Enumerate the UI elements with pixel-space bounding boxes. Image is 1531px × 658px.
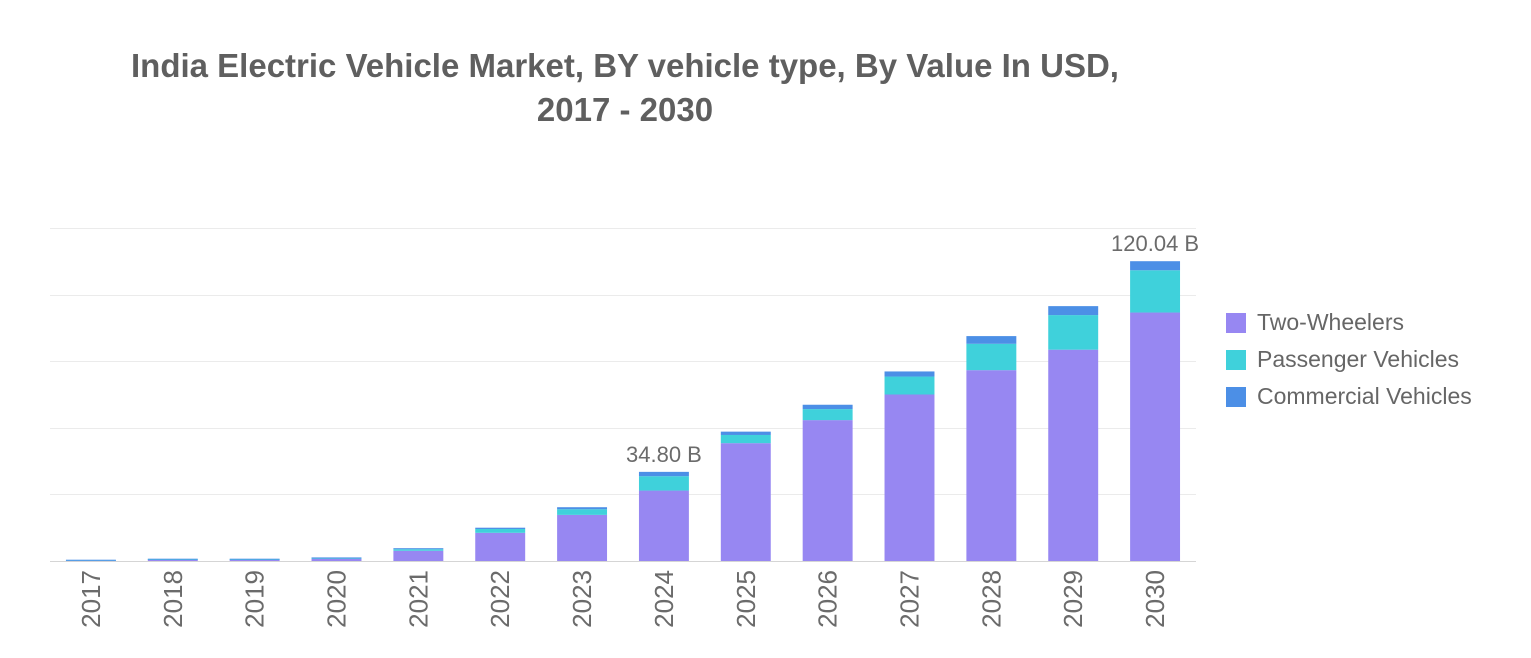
bar-segment-two-wheelers[interactable]: [229, 559, 280, 561]
bar-segment-two-wheelers[interactable]: [147, 559, 198, 561]
bar-segment-commercial-vehicles[interactable]: [311, 557, 362, 559]
bar-segment-two-wheelers[interactable]: [720, 443, 771, 561]
bar-segment-two-wheelers[interactable]: [802, 420, 853, 561]
bar-segment-commercial-vehicles[interactable]: [1130, 261, 1181, 271]
bar-segment-commercial-vehicles[interactable]: [475, 527, 526, 529]
bar-segment-two-wheelers[interactable]: [311, 558, 362, 561]
legend-swatch-commercial-vehicles: [1226, 386, 1246, 407]
bar-segment-two-wheelers[interactable]: [966, 370, 1017, 561]
bar-segment-commercial-vehicles[interactable]: [393, 548, 444, 550]
x-tick-label: 2025: [731, 570, 761, 628]
bar-segment-passenger-vehicles[interactable]: [966, 343, 1017, 371]
bar-segment-passenger-vehicles[interactable]: [1048, 315, 1099, 350]
x-tick-label: 2017: [76, 570, 106, 628]
x-tick-label: 2022: [485, 570, 515, 628]
bar-segment-passenger-vehicles[interactable]: [638, 476, 689, 491]
x-tick-label: 2019: [240, 570, 270, 628]
bar-segment-passenger-vehicles[interactable]: [393, 549, 444, 551]
x-tick-label: 2026: [813, 570, 843, 628]
bar-segment-two-wheelers[interactable]: [475, 532, 526, 561]
bar-segment-passenger-vehicles[interactable]: [1130, 270, 1181, 313]
legend-item-two-wheelers[interactable]: Two-Wheelers: [1226, 304, 1472, 341]
x-tick-label: 2020: [322, 570, 352, 628]
bar-segment-two-wheelers[interactable]: [557, 514, 608, 561]
bar-segment-passenger-vehicles[interactable]: [311, 557, 362, 559]
bar-segment-commercial-vehicles[interactable]: [147, 558, 198, 560]
x-tick-label: 2027: [895, 570, 925, 628]
bar-segment-two-wheelers[interactable]: [393, 550, 444, 561]
legend-label-passenger-vehicles: Passenger Vehicles: [1257, 346, 1460, 372]
bar-segment-passenger-vehicles[interactable]: [802, 409, 853, 421]
x-tick-label: 2021: [403, 570, 433, 628]
bar-segment-commercial-vehicles[interactable]: [802, 404, 853, 410]
x-tick-label: 2028: [976, 570, 1006, 628]
legend-label-commercial-vehicles: Commercial Vehicles: [1257, 383, 1472, 409]
bar-segment-commercial-vehicles[interactable]: [1048, 306, 1099, 316]
bar-segment-commercial-vehicles[interactable]: [229, 558, 280, 560]
bar-segment-two-wheelers[interactable]: [884, 394, 935, 562]
bar-segment-two-wheelers[interactable]: [1130, 312, 1181, 561]
legend-item-commercial-vehicles[interactable]: Commercial Vehicles: [1226, 378, 1472, 415]
legend-item-passenger-vehicles[interactable]: Passenger Vehicles: [1226, 341, 1472, 378]
x-tick-label: 2023: [567, 570, 597, 628]
chart-legend: Two-Wheelers Passenger Vehicles Commerci…: [1226, 304, 1472, 415]
chart-title-line2: 2017 - 2030: [536, 91, 714, 128]
chart-title-line1: India Electric Vehicle Market, BY vehicl…: [131, 47, 1119, 84]
bar-segment-commercial-vehicles[interactable]: [884, 371, 935, 377]
legend-label-two-wheelers: Two-Wheelers: [1257, 309, 1404, 335]
data-label: 120.04 B: [1111, 231, 1199, 256]
bar-segment-commercial-vehicles[interactable]: [966, 336, 1017, 344]
bar-segment-two-wheelers[interactable]: [1048, 349, 1099, 561]
bar-segment-commercial-vehicles[interactable]: [65, 559, 116, 561]
legend-swatch-two-wheelers: [1226, 312, 1246, 333]
x-tick-label: 2029: [1058, 570, 1088, 628]
bar-segment-two-wheelers[interactable]: [638, 490, 689, 561]
bar-segment-passenger-vehicles[interactable]: [884, 376, 935, 395]
bar-segment-passenger-vehicles[interactable]: [720, 434, 771, 444]
x-tick-label: 2024: [649, 570, 679, 628]
data-label: 34.80 B: [626, 442, 702, 467]
bar-segment-commercial-vehicles[interactable]: [720, 431, 771, 435]
bar-segment-passenger-vehicles[interactable]: [557, 509, 608, 515]
bar-segment-passenger-vehicles[interactable]: [475, 528, 526, 533]
x-tick-label: 2030: [1140, 570, 1170, 628]
bar-segment-commercial-vehicles[interactable]: [557, 507, 608, 510]
chart-title: India Electric Vehicle Market, BY vehicl…: [60, 44, 1190, 132]
x-tick-label: 2018: [158, 570, 188, 628]
bar-segment-commercial-vehicles[interactable]: [638, 471, 689, 477]
legend-swatch-passenger-vehicles: [1226, 349, 1246, 370]
